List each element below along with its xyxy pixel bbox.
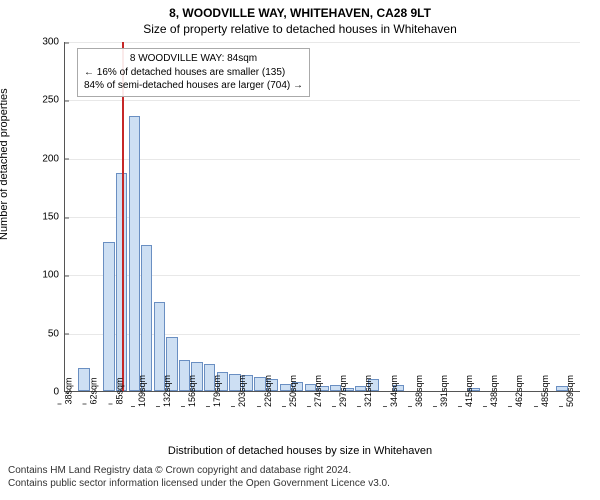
x-tick: 156sqm [181,375,197,407]
x-tick: 203sqm [231,375,247,407]
x-tick: 438sqm [483,375,499,407]
histogram-bar [141,245,152,391]
page-subtitle: Size of property relative to detached ho… [0,22,600,36]
x-tick: 62sqm [83,377,99,404]
attribution-text: Contains HM Land Registry data © Crown c… [0,465,600,490]
y-tick: 100 [42,270,65,281]
attribution-line2: Contains public sector information licen… [8,478,592,491]
x-tick: 462sqm [508,375,524,407]
x-tick: 321sqm [357,375,373,407]
x-tick: 85sqm [108,377,124,404]
y-tick: 150 [42,212,65,223]
x-tick: 391sqm [433,375,449,407]
gridline [65,42,580,43]
gridline [65,217,580,218]
x-tick: 109sqm [131,375,147,407]
y-tick: 300 [42,37,65,48]
property-annotation: 8 WOODVILLE WAY: 84sqm ← 16% of detached… [77,48,310,97]
histogram-plot: 8 WOODVILLE WAY: 84sqm ← 16% of detached… [64,42,580,392]
y-tick: 50 [48,328,65,339]
x-tick: 226sqm [257,375,273,407]
annotation-line3: 84% of semi-detached houses are larger (… [84,79,303,93]
histogram-bar [129,116,140,391]
y-tick: 200 [42,153,65,164]
x-tick: 485sqm [534,375,550,407]
x-tick: 509sqm [559,375,575,407]
x-tick: 38sqm [58,377,74,404]
x-tick: 132sqm [156,375,172,407]
x-tick: 415sqm [458,375,474,407]
histogram-bar [103,242,114,391]
gridline [65,100,580,101]
annotation-line2: ← 16% of detached houses are smaller (13… [84,66,303,80]
x-tick: 179sqm [206,375,222,407]
x-tick: 250sqm [282,375,298,407]
x-tick: 297sqm [332,375,348,407]
x-tick: 368sqm [408,375,424,407]
y-tick: 250 [42,95,65,106]
x-tick: 274sqm [307,375,323,407]
x-axis-label: Distribution of detached houses by size … [0,445,600,457]
attribution-line1: Contains HM Land Registry data © Crown c… [8,465,592,478]
page-supertitle: 8, WOODVILLE WAY, WHITEHAVEN, CA28 9LT [0,6,600,20]
x-tick: 344sqm [382,375,398,407]
annotation-line1: 8 WOODVILLE WAY: 84sqm [84,52,303,66]
gridline [65,159,580,160]
y-axis-label: Number of detached properties [0,88,10,240]
